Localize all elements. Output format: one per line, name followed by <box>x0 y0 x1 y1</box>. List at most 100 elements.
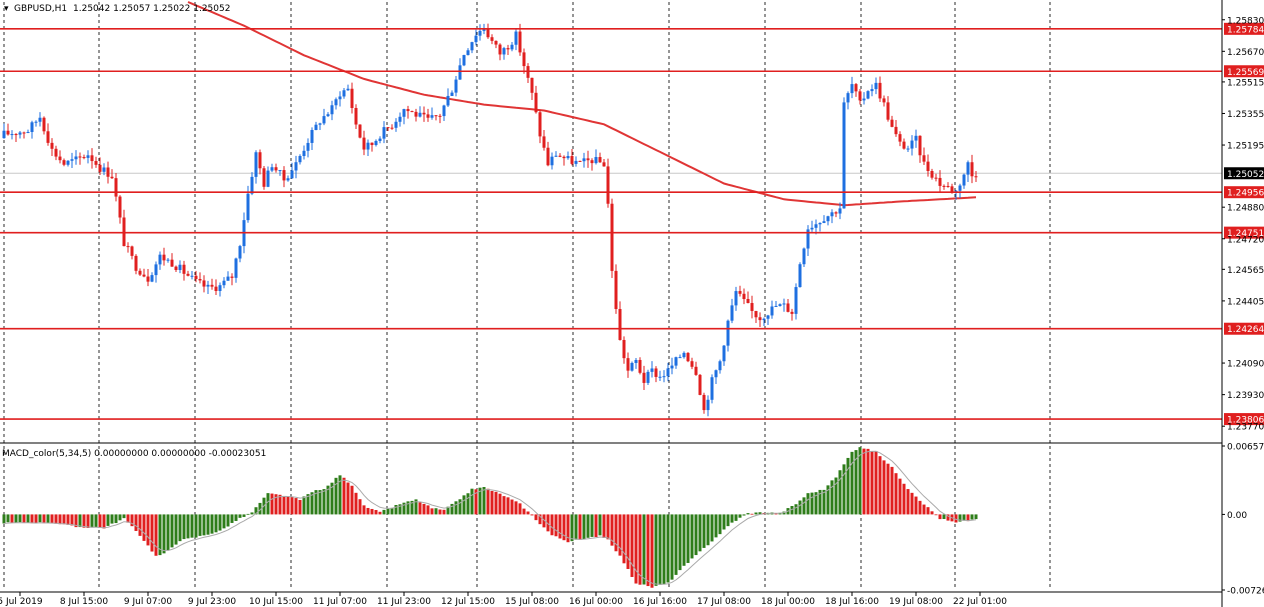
macd-bar[interactable] <box>918 500 922 515</box>
candle[interactable] <box>458 58 462 80</box>
candle[interactable] <box>870 84 874 97</box>
candle[interactable] <box>466 48 470 56</box>
candle[interactable] <box>726 319 730 352</box>
candle[interactable] <box>202 275 206 293</box>
candle[interactable] <box>74 150 78 165</box>
macd-bar[interactable] <box>842 464 846 515</box>
candle[interactable] <box>562 155 566 166</box>
candle[interactable] <box>930 168 934 180</box>
macd-bar[interactable] <box>922 504 926 515</box>
macd-bar[interactable] <box>622 514 626 564</box>
candle[interactable] <box>494 40 498 49</box>
candle[interactable] <box>498 43 502 61</box>
candle[interactable] <box>450 90 454 97</box>
macd-bar[interactable] <box>18 514 22 523</box>
candle[interactable] <box>406 105 410 119</box>
macd-bar[interactable] <box>106 514 110 526</box>
candle[interactable] <box>662 370 666 383</box>
candle[interactable] <box>394 118 398 132</box>
candle[interactable] <box>186 270 190 277</box>
candle[interactable] <box>622 336 626 364</box>
candle[interactable] <box>118 195 122 224</box>
macd-bar[interactable] <box>82 514 86 528</box>
macd-bar[interactable] <box>530 514 534 516</box>
candle[interactable] <box>258 149 262 175</box>
macd-bar[interactable] <box>26 514 30 523</box>
candle[interactable] <box>550 152 554 170</box>
macd-bar[interactable] <box>586 514 590 538</box>
candle[interactable] <box>230 273 234 286</box>
candle[interactable] <box>418 106 422 118</box>
candle[interactable] <box>430 107 434 120</box>
macd-bar[interactable] <box>966 514 970 522</box>
macd-bar[interactable] <box>850 451 854 515</box>
macd-bar[interactable] <box>834 477 838 515</box>
candle[interactable] <box>558 153 562 158</box>
macd-bar[interactable] <box>746 513 750 515</box>
macd-bar[interactable] <box>974 514 978 520</box>
macd-bar[interactable] <box>386 508 390 515</box>
candle[interactable] <box>110 169 114 179</box>
candle[interactable] <box>630 361 634 372</box>
candle[interactable] <box>838 202 842 220</box>
macd-bar[interactable] <box>870 451 874 515</box>
candle[interactable] <box>234 257 238 283</box>
candle[interactable] <box>698 374 702 396</box>
macd-bar[interactable] <box>814 492 818 515</box>
macd-bar[interactable] <box>138 514 142 536</box>
candle[interactable] <box>882 95 886 107</box>
candle[interactable] <box>126 242 130 253</box>
macd-bar[interactable] <box>722 514 726 530</box>
candle[interactable] <box>122 209 126 247</box>
macd-bar[interactable] <box>726 514 730 527</box>
macd-bar[interactable] <box>206 514 210 535</box>
candle[interactable] <box>274 163 278 173</box>
candle[interactable] <box>514 28 518 51</box>
macd-bar[interactable] <box>22 514 26 524</box>
macd-bar[interactable] <box>614 514 618 552</box>
candle[interactable] <box>302 145 306 160</box>
candle[interactable] <box>770 300 774 319</box>
candle[interactable] <box>530 77 534 101</box>
candle[interactable] <box>294 155 298 179</box>
candle[interactable] <box>554 151 558 157</box>
candle[interactable] <box>966 160 970 183</box>
candle[interactable] <box>542 129 546 151</box>
macd-bar[interactable] <box>490 490 494 515</box>
macd-bar[interactable] <box>718 514 722 535</box>
macd-bar[interactable] <box>382 509 386 515</box>
macd-bar[interactable] <box>246 513 250 515</box>
macd-bar[interactable] <box>394 504 398 515</box>
macd-bar[interactable] <box>710 514 714 542</box>
macd-bar[interactable] <box>790 506 794 515</box>
candle[interactable] <box>766 314 770 326</box>
candle[interactable] <box>618 301 622 341</box>
candle[interactable] <box>70 152 74 169</box>
candle[interactable] <box>170 253 174 267</box>
macd-bar[interactable] <box>366 507 370 515</box>
macd-bar[interactable] <box>302 496 306 515</box>
candle[interactable] <box>214 279 218 295</box>
macd-bar[interactable] <box>682 514 686 566</box>
candle[interactable] <box>902 138 906 150</box>
candle[interactable] <box>138 268 142 277</box>
macd-bar[interactable] <box>886 463 890 515</box>
macd-bar[interactable] <box>322 489 326 515</box>
macd-bar[interactable] <box>646 514 650 587</box>
macd-bar[interactable] <box>794 504 798 515</box>
macd-bar[interactable] <box>654 514 658 586</box>
macd-bar[interactable] <box>342 477 346 515</box>
macd-bar[interactable] <box>826 485 830 515</box>
macd-bar[interactable] <box>298 499 302 515</box>
macd-bar[interactable] <box>286 496 290 515</box>
macd-bar[interactable] <box>690 514 694 559</box>
candle[interactable] <box>922 147 926 165</box>
candle[interactable] <box>254 150 258 184</box>
macd-bar[interactable] <box>822 489 826 515</box>
candle[interactable] <box>654 366 658 383</box>
macd-bar[interactable] <box>714 514 718 538</box>
candle[interactable] <box>290 162 294 179</box>
candle[interactable] <box>918 135 922 163</box>
candle[interactable] <box>282 166 286 188</box>
macd-bar[interactable] <box>234 514 238 521</box>
